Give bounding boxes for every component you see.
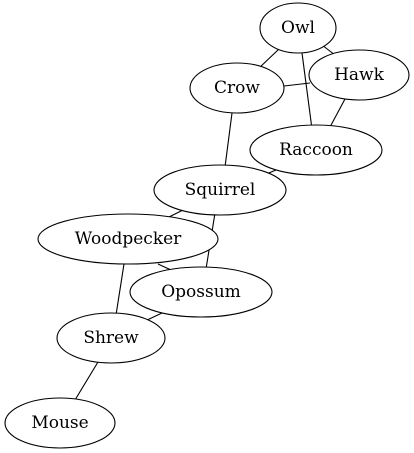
node-mouse: Mouse [4,397,116,449]
node-label-owl: Owl [281,18,315,38]
edge-shrew-mouse [74,361,99,401]
node-shrew: Shrew [56,312,166,364]
edge-squirrel-woodpecker [168,209,184,218]
graph-nodes: Owl Hawk Crow Raccoon Squirrel Woodpecke… [4,2,410,449]
node-crow: Crow [189,62,285,114]
node-label-hawk: Hawk [334,65,385,85]
node-label-shrew: Shrew [83,328,139,348]
node-label-mouse: Mouse [31,413,88,433]
node-label-raccoon: Raccoon [279,140,353,160]
node-owl: Owl [259,2,337,54]
node-opossum: Opossum [129,266,273,318]
node-woodpecker: Woodpecker [37,213,219,265]
node-label-crow: Crow [214,78,260,98]
edge-owl-raccoon [301,52,313,130]
node-label-opossum: Opossum [161,282,241,302]
edge-woodpecker-shrew [115,263,125,316]
node-label-woodpecker: Woodpecker [75,229,182,249]
edge-owl-crow [257,48,280,70]
node-label-squirrel: Squirrel [185,180,256,200]
edge-hawk-raccoon [329,98,346,128]
edge-crow-squirrel [224,112,233,168]
edge-woodpecker-opossum [157,263,172,271]
edge-crow-hawk [283,82,311,87]
node-squirrel: Squirrel [153,164,287,216]
node-hawk: Hawk [308,49,410,101]
node-raccoon: Raccoon [249,124,383,176]
